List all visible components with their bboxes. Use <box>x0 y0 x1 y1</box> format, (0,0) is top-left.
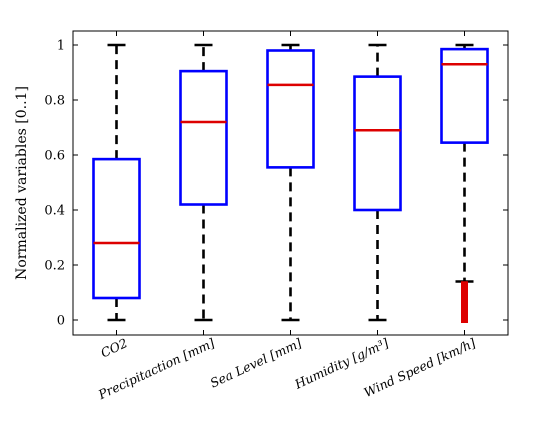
iqr-box <box>92 157 141 300</box>
box-group <box>266 31 315 335</box>
y-tick-label: 1 <box>57 39 65 54</box>
iqr-box <box>353 75 402 212</box>
box-group <box>92 31 141 335</box>
box-group <box>353 31 402 335</box>
y-tick-label: 0.4 <box>44 204 65 219</box>
iqr-box <box>266 49 315 169</box>
y-tick-label: 0.8 <box>44 94 65 109</box>
boxes <box>92 31 489 335</box>
y-axis: 0 0.2 0.4 0.6 0.8 1 <box>44 39 508 329</box>
x-category-label: Sea Level [mm] <box>208 335 304 390</box>
box-group <box>440 31 489 335</box>
y-tick-label: 0 <box>57 314 65 329</box>
y-tick-label: 0.6 <box>44 149 65 164</box>
outlier-point <box>461 281 468 288</box>
y-axis-label: Normalized variables [0..1] <box>14 86 30 280</box>
box-group <box>179 31 228 335</box>
y-tick-label: 0.2 <box>44 259 65 274</box>
iqr-box <box>179 69 228 206</box>
x-category-label: CO2 <box>98 335 130 360</box>
